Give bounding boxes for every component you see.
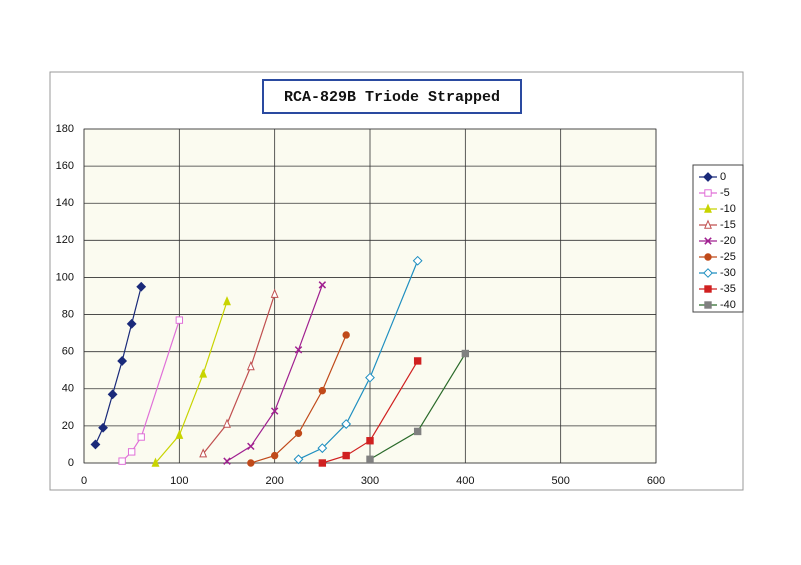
x-tick-label: 400 <box>456 475 474 487</box>
marker <box>270 407 279 415</box>
y-tick-label: 160 <box>56 160 74 172</box>
x-tick-label: 100 <box>170 475 188 487</box>
y-tick-label: 40 <box>62 383 74 395</box>
marker <box>247 442 255 451</box>
marker <box>366 437 374 445</box>
marker <box>117 356 128 366</box>
marker <box>126 318 137 329</box>
marker <box>365 372 375 383</box>
marker <box>175 429 184 439</box>
x-tick-label: 200 <box>265 475 283 487</box>
x-tick-label: 300 <box>361 475 379 487</box>
marker <box>366 455 374 463</box>
y-tick-label: 120 <box>56 234 74 246</box>
legend-label: -30 <box>720 267 736 279</box>
marker <box>318 459 327 467</box>
legend-marker <box>704 301 712 309</box>
x-tick-label: 600 <box>647 475 665 487</box>
marker <box>90 439 101 450</box>
y-tick-label: 140 <box>56 197 74 209</box>
marker <box>317 443 328 454</box>
legend-label: -10 <box>720 203 736 215</box>
y-tick-label: 20 <box>62 420 74 432</box>
marker <box>127 448 136 456</box>
legend-label: 0 <box>720 171 726 183</box>
marker <box>413 427 422 436</box>
marker <box>223 418 231 428</box>
marker <box>461 349 470 358</box>
marker <box>223 296 231 306</box>
marker <box>246 361 255 371</box>
marker <box>107 389 118 400</box>
legend-label: -40 <box>720 299 736 311</box>
marker <box>151 457 160 467</box>
marker <box>294 429 303 438</box>
marker <box>341 419 352 429</box>
legend-box <box>692 164 744 313</box>
y-tick-label: 60 <box>62 346 74 358</box>
series-line <box>121 319 180 462</box>
marker <box>342 331 350 339</box>
legend-label: -35 <box>720 283 736 295</box>
y-tick-label: 180 <box>56 123 74 135</box>
marker <box>247 459 255 467</box>
marker <box>199 368 208 378</box>
legend-marker <box>703 268 713 278</box>
marker <box>223 457 231 465</box>
series-line <box>322 360 419 464</box>
marker <box>318 281 327 289</box>
legend-label: -15 <box>720 219 736 231</box>
lines <box>90 255 470 467</box>
y-tick-label: 80 <box>62 308 74 320</box>
x-tick-label: 500 <box>551 475 569 487</box>
marker <box>413 357 422 365</box>
series-line <box>202 293 276 455</box>
marker <box>270 451 279 460</box>
legend-label: -5 <box>720 187 730 199</box>
legend-marker <box>704 237 712 245</box>
title-box <box>262 79 522 114</box>
chart-title: RCA-829B Triode Strapped <box>284 89 500 106</box>
marker <box>175 316 184 324</box>
marker <box>199 448 208 458</box>
marker <box>98 422 108 433</box>
marker <box>294 346 303 354</box>
legend-marker <box>704 203 712 213</box>
y-tick-label: 0 <box>68 457 74 469</box>
y-tick-label: 100 <box>56 271 74 283</box>
x-tick-label: 0 <box>81 475 87 487</box>
legend-marker <box>703 172 713 182</box>
legend-marker <box>704 285 712 293</box>
legend-label: -20 <box>720 235 736 247</box>
legend-marker <box>704 253 712 261</box>
marker <box>136 281 147 292</box>
legend-label: -25 <box>720 251 736 263</box>
legend-marker <box>704 219 712 229</box>
grid <box>83 128 657 464</box>
marker <box>342 451 350 460</box>
legend-marker <box>704 189 712 197</box>
marker <box>412 255 423 266</box>
marker <box>270 288 279 298</box>
marker <box>293 454 304 465</box>
marker <box>137 433 145 441</box>
marker <box>118 457 126 465</box>
series-line <box>155 301 228 464</box>
marker <box>318 386 327 395</box>
